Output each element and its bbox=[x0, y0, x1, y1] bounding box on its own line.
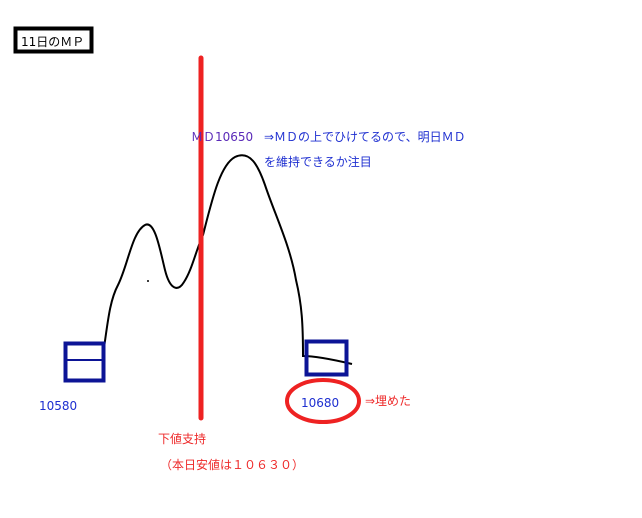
dot bbox=[147, 280, 149, 282]
right-box bbox=[304, 339, 349, 377]
title-box bbox=[13, 26, 94, 54]
left-box bbox=[63, 341, 106, 383]
support-label: 下値支持 bbox=[158, 432, 207, 446]
filled-gap-ellipse bbox=[285, 378, 361, 424]
md-comment-line2: を維持できるか注目 bbox=[264, 155, 372, 169]
left-value: 10580 bbox=[39, 399, 78, 413]
md-label: ＭＤ10650 bbox=[191, 130, 254, 144]
market-profile-curve bbox=[103, 154, 353, 365]
md-comment-line1: ⇒ＭＤの上でひけてるので、明日ＭＤ bbox=[264, 130, 466, 144]
filled-note: ⇒埋めた bbox=[365, 394, 412, 408]
right-value: 10680 bbox=[301, 396, 340, 410]
title: 11日のＭＰ bbox=[21, 35, 85, 49]
support-note: （本日安値は１０６３０） bbox=[160, 458, 305, 472]
